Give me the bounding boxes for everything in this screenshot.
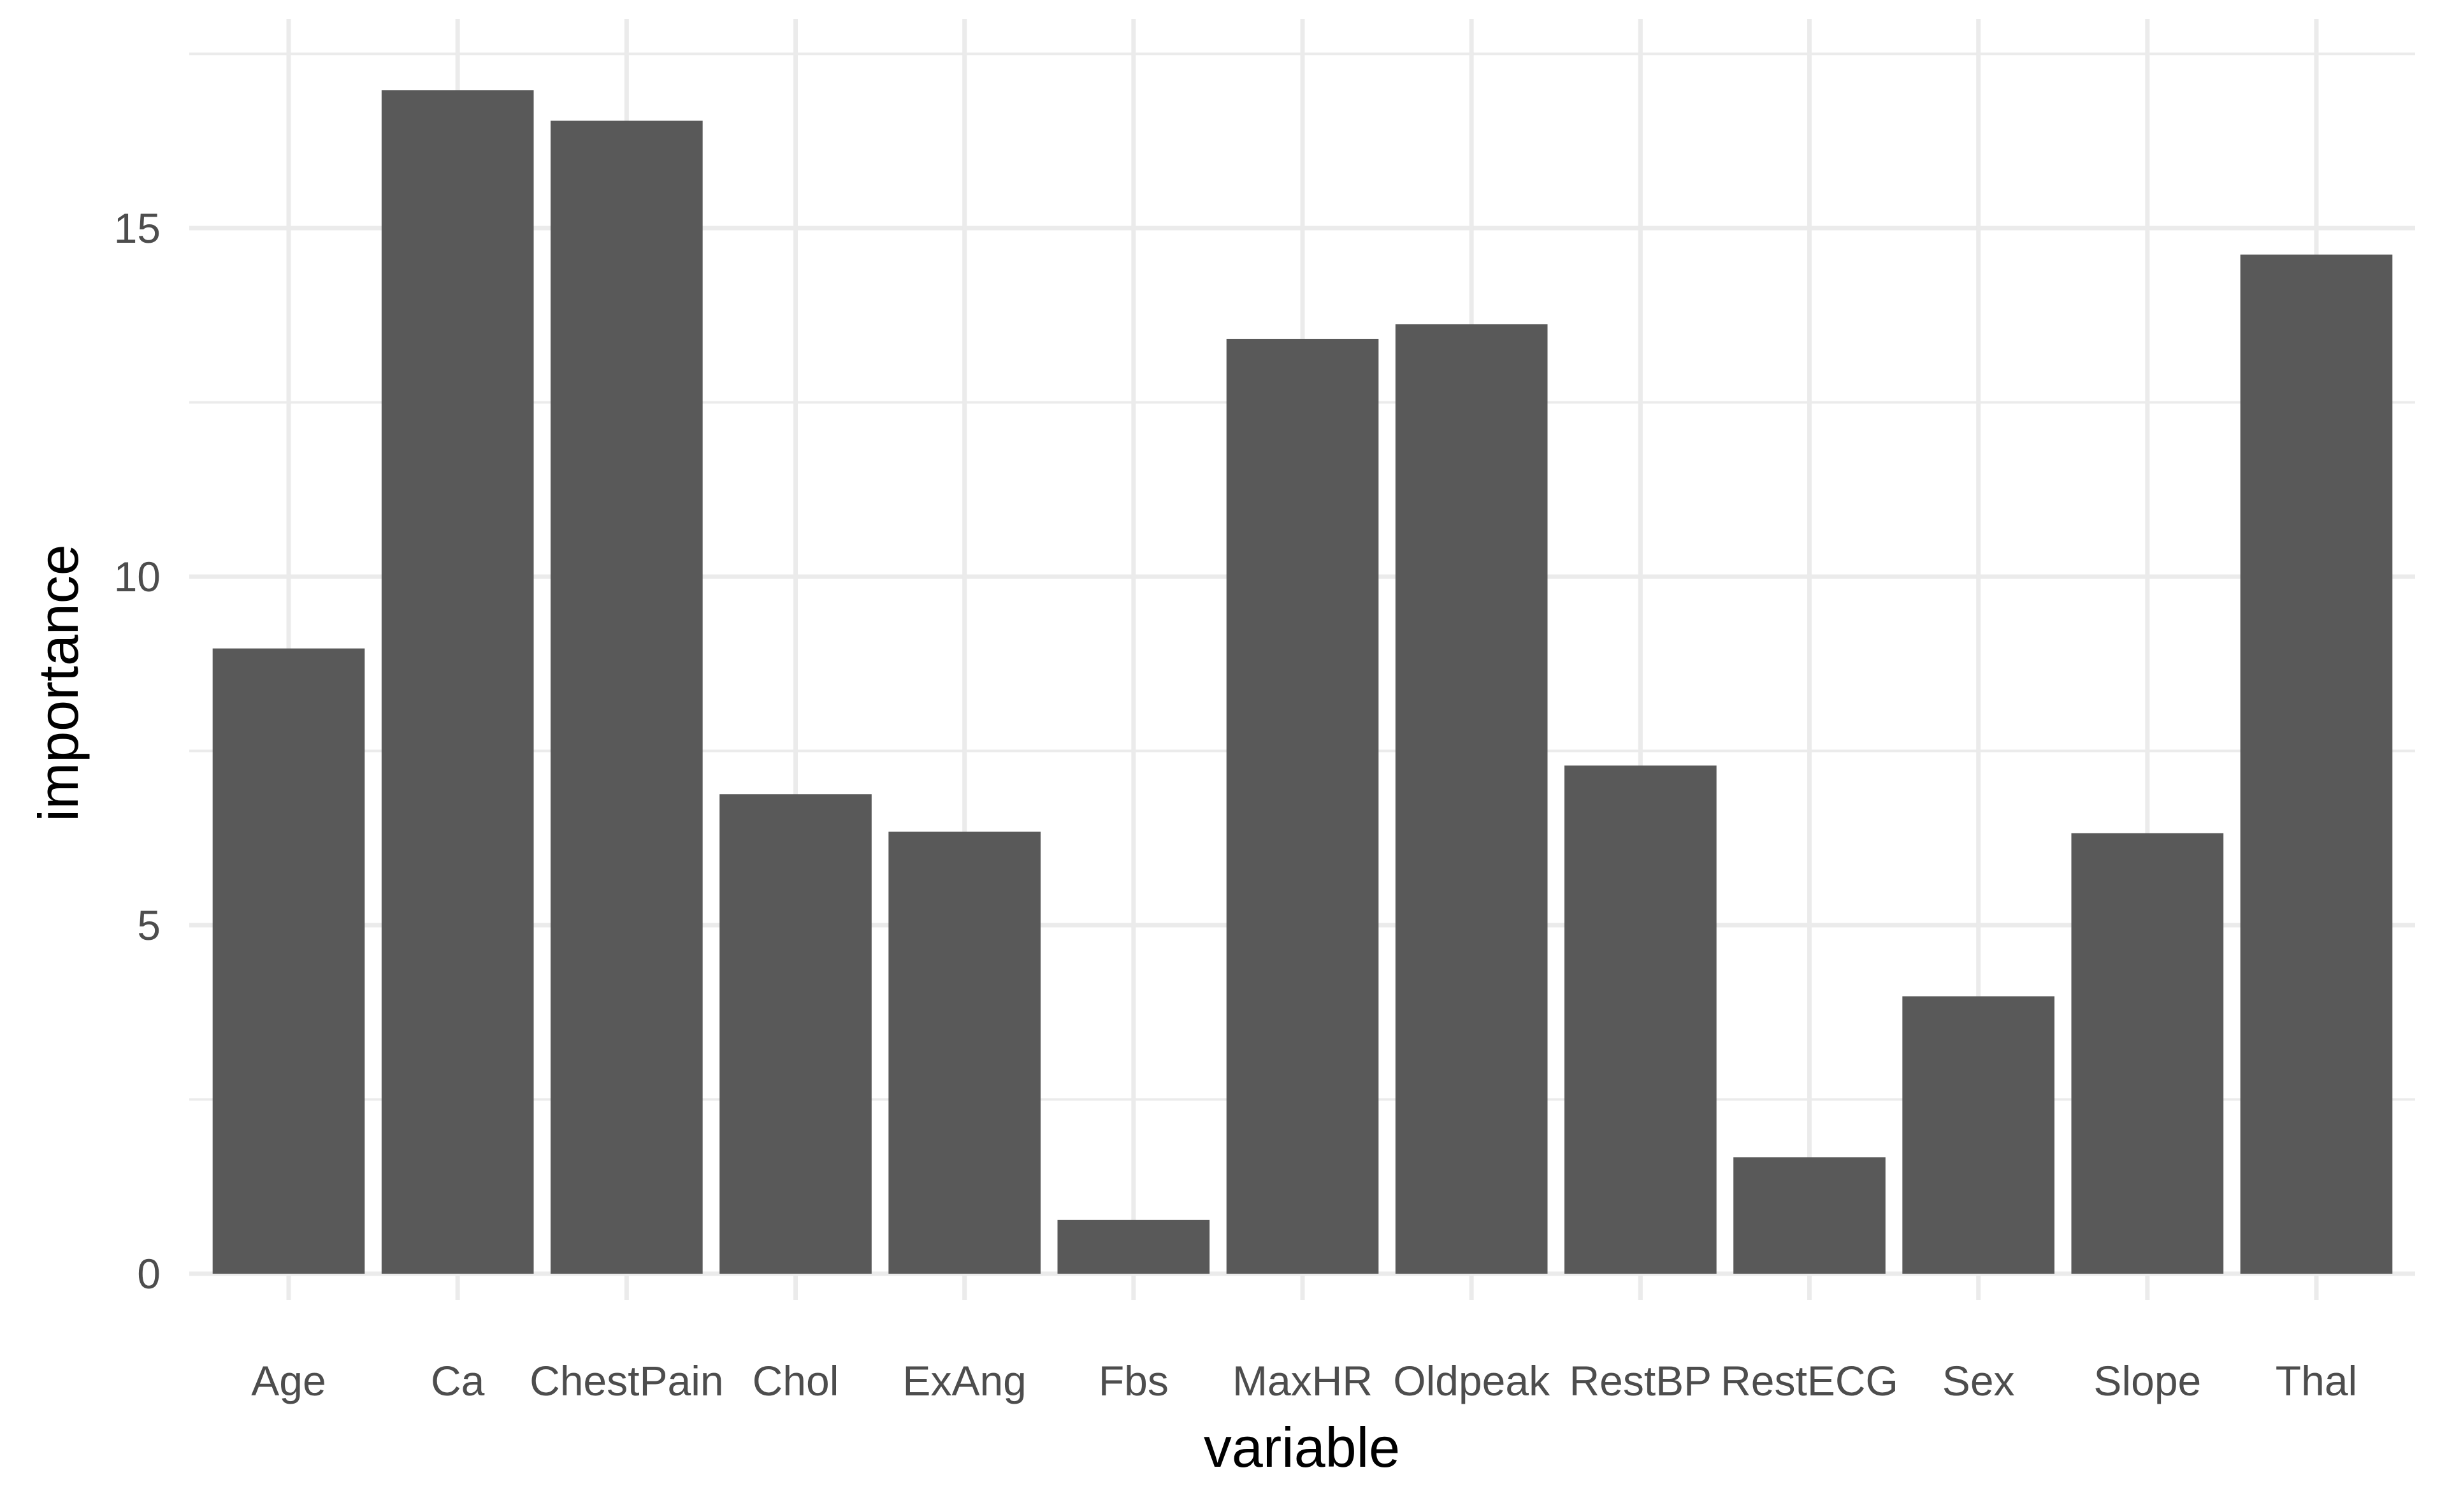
- bar: [888, 832, 1041, 1274]
- bar: [2240, 254, 2393, 1274]
- x-tick-label: Sex: [1942, 1357, 2015, 1404]
- bar: [1226, 338, 1379, 1274]
- bar: [1733, 1157, 1886, 1274]
- x-tick-label: Slope: [2093, 1357, 2201, 1404]
- bar: [212, 648, 365, 1274]
- x-tick-label: Ca: [431, 1357, 485, 1404]
- bar: [1902, 996, 2054, 1274]
- x-tick-label: Chol: [753, 1357, 839, 1404]
- bar: [551, 120, 703, 1274]
- x-tick-label: ChestPain: [530, 1357, 724, 1404]
- x-tick-label: Fbs: [1099, 1357, 1169, 1404]
- x-axis-title: variable: [1204, 1416, 1400, 1479]
- x-tick-labels: Age Ca ChestPain Chol ExAng Fbs MaxHR Oldpeak Re…: [251, 1357, 2357, 1404]
- y-tick-label: 10: [114, 553, 161, 600]
- y-tick-labels: 0 5 10 15: [114, 205, 161, 1297]
- bar: [381, 90, 534, 1274]
- y-tick-label: 15: [114, 205, 161, 252]
- x-tick-label: MaxHR: [1232, 1357, 1373, 1404]
- bar: [1395, 324, 1548, 1274]
- bar: [2071, 833, 2224, 1274]
- x-tick-label: ExAng: [902, 1357, 1026, 1404]
- bar: [1057, 1220, 1210, 1274]
- y-axis-title: importance: [27, 544, 90, 821]
- bars: [212, 90, 2393, 1274]
- y-tick-label: 0: [137, 1250, 161, 1297]
- y-tick-label: 5: [137, 902, 161, 949]
- bar: [1564, 765, 1717, 1274]
- bar: [719, 794, 872, 1274]
- x-tick-label: RestECG: [1721, 1357, 1898, 1404]
- x-tick-label: Oldpeak: [1393, 1357, 1550, 1404]
- x-tick-label: Age: [251, 1357, 326, 1404]
- x-tick-label: Thal: [2276, 1357, 2357, 1404]
- x-tick-label: RestBP: [1569, 1357, 1712, 1404]
